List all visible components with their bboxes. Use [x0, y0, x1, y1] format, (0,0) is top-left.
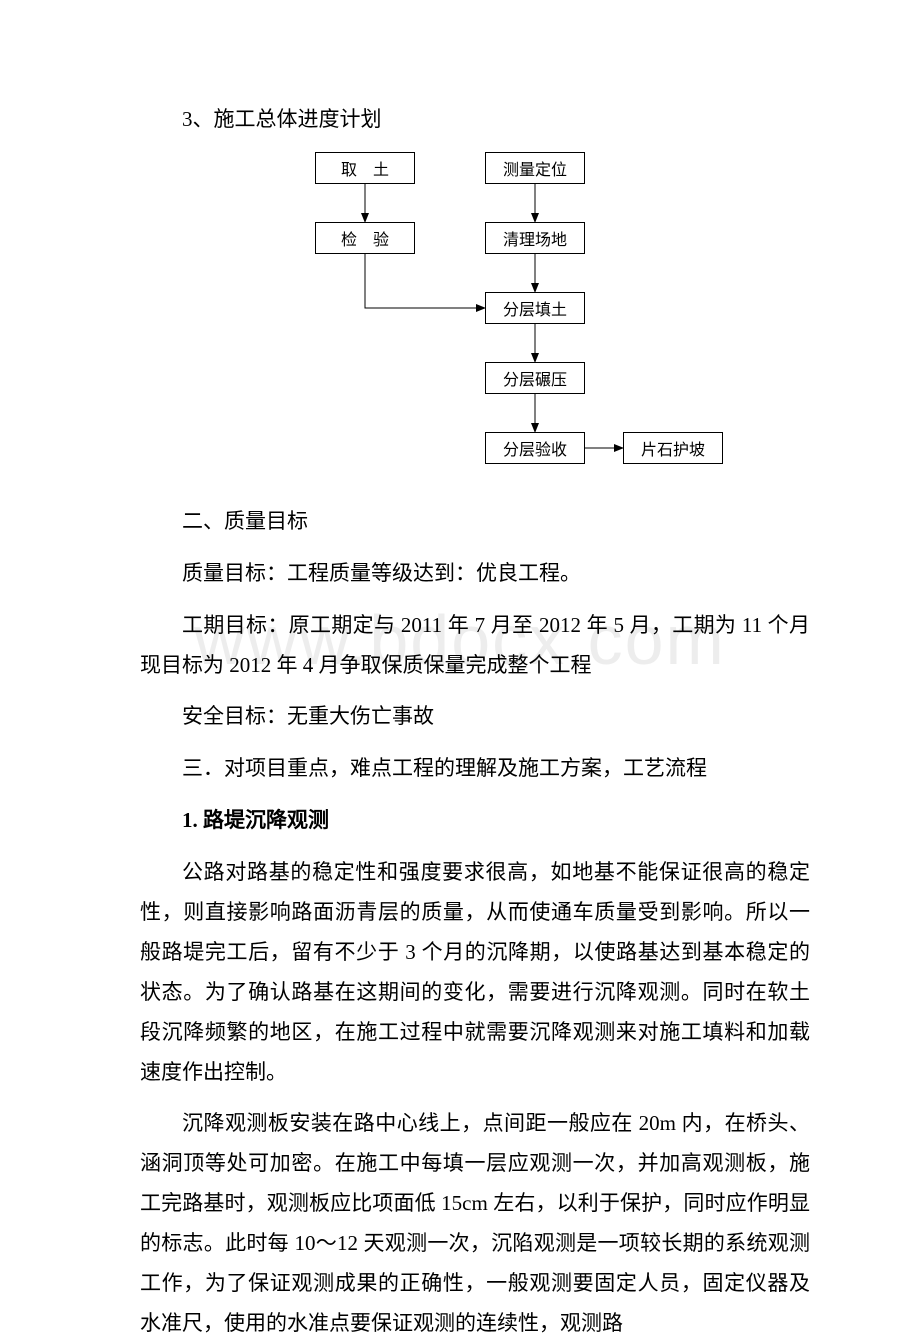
heading-3: 3、施工总体进度计划 — [140, 100, 810, 140]
flowchart-node: 分层验收 — [485, 432, 585, 464]
flowchart-arrows — [225, 152, 725, 472]
flowchart-node: 测量定位 — [485, 152, 585, 184]
schedule-goal: 工期目标：原工期定与 2011 年 7 月至 2012 年 5 月，工期为 11… — [140, 606, 810, 686]
flowchart-node: 分层碾压 — [485, 362, 585, 394]
safety-goal: 安全目标：无重大伤亡事故 — [140, 697, 810, 737]
flowchart-node: 片石护坡 — [623, 432, 723, 464]
subsection-1-title: 1. 路堤沉降观测 — [140, 801, 810, 841]
flowchart-node: 检 验 — [315, 222, 415, 254]
paragraph-b: 沉降观测板安装在路中心线上，点间距一般应在 20m 内，在桥头、涵洞顶等处可加密… — [140, 1104, 810, 1343]
flowchart-node: 取 土 — [315, 152, 415, 184]
construction-flowchart: 取 土 测量定位检 验 清理场地分层填土分层碾压分层验收 片石护坡 — [225, 152, 725, 472]
paragraph-a: 公路对路基的稳定性和强度要求很高，如地基不能保证很高的稳定性，则直接影响路面沥青… — [140, 853, 810, 1092]
section-2-heading: 二、质量目标 — [140, 502, 810, 542]
flowchart-node: 清理场地 — [485, 222, 585, 254]
flowchart-edge — [365, 254, 485, 308]
section-3-heading: 三．对项目重点，难点工程的理解及施工方案，工艺流程 — [140, 749, 810, 789]
page-content: 3、施工总体进度计划 取 土 测量定位检 验 清理场地分层填土分层碾压分层验收 片石护… — [140, 100, 810, 1344]
quality-goal: 质量目标：工程质量等级达到：优良工程。 — [140, 554, 810, 594]
flowchart-node: 分层填土 — [485, 292, 585, 324]
